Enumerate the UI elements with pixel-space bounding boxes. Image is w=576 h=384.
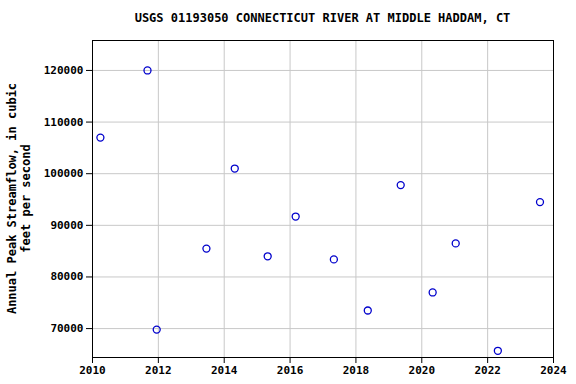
svg-text:2014: 2014	[211, 364, 238, 377]
svg-text:2010: 2010	[79, 364, 106, 377]
svg-text:120000: 120000	[44, 64, 84, 77]
svg-text:2024: 2024	[540, 364, 567, 377]
svg-text:2020: 2020	[409, 364, 436, 377]
svg-text:100000: 100000	[44, 167, 84, 180]
svg-text:2022: 2022	[474, 364, 501, 377]
svg-text:2018: 2018	[343, 364, 370, 377]
svg-text:2012: 2012	[145, 364, 172, 377]
svg-text:110000: 110000	[44, 116, 84, 129]
svg-text:90000: 90000	[50, 219, 83, 232]
svg-text:70000: 70000	[50, 322, 83, 335]
svg-text:80000: 80000	[50, 270, 83, 283]
svg-text:USGS 01193050 CONNECTICUT RIVE: USGS 01193050 CONNECTICUT RIVER AT MIDDL…	[135, 11, 511, 25]
svg-text:2016: 2016	[277, 364, 304, 377]
svg-text:Annual Peak Streamflow, in cub: Annual Peak Streamflow, in cubicfeet per…	[5, 83, 33, 314]
